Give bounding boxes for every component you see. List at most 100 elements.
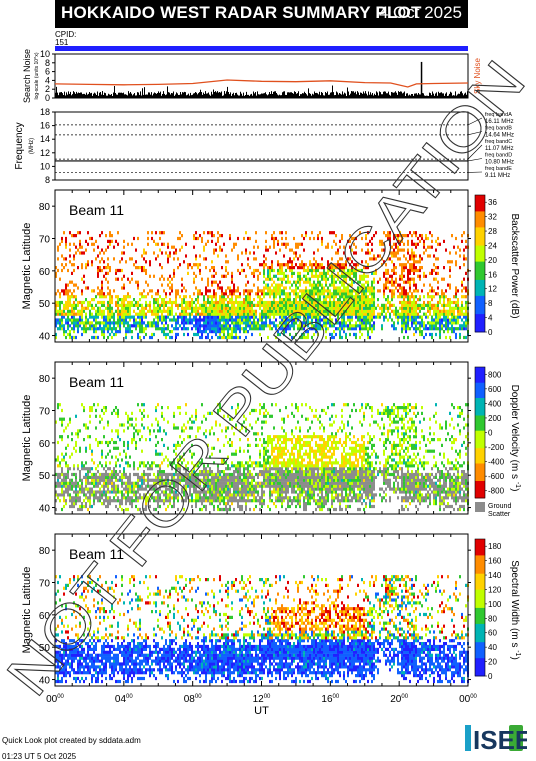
scatter-cell [277, 312, 279, 316]
scatter-cell [261, 263, 263, 267]
scatter-cell [263, 315, 265, 319]
scatter-cell [123, 295, 125, 299]
scatter-cell [291, 268, 293, 273]
scatter-cell [311, 286, 313, 290]
scatter-cell [369, 318, 371, 322]
scatter-cell [393, 251, 395, 255]
scatter-cell [411, 306, 413, 310]
scatter-cell [361, 260, 363, 264]
scatter-cell [167, 242, 169, 246]
scatter-cell [157, 490, 159, 494]
scatter-cell [329, 312, 331, 316]
scatter-cell [141, 472, 143, 477]
scatter-cell [107, 324, 109, 328]
scatter-cell [111, 490, 113, 494]
scatter-cell [143, 312, 145, 316]
scatter-cell [223, 327, 225, 331]
scatter-cell [449, 312, 451, 316]
scatter-cell [161, 475, 163, 479]
scatter-cell [439, 295, 441, 299]
scatter-cell [153, 481, 155, 485]
scatter-cell [261, 303, 263, 307]
scatter-cell [371, 292, 373, 296]
scatter-cell [429, 324, 431, 328]
scatter-cell [127, 443, 129, 447]
scatter-cell [127, 306, 129, 310]
scatter-cell [419, 295, 421, 299]
scatter-cell [103, 324, 105, 328]
scatter-cell [121, 306, 123, 310]
scatter-cell [177, 266, 179, 270]
scatter-cell [311, 303, 313, 307]
scatter-cell [329, 324, 331, 328]
scatter-cell [81, 289, 83, 293]
scatter-cell [227, 312, 229, 316]
scatter-cell [315, 260, 317, 264]
scatter-cell [97, 266, 99, 270]
frequency-band-value: 16.11 MHz [485, 119, 514, 125]
scatter-cell [145, 295, 147, 299]
scatter-cell [93, 481, 95, 485]
scatter-cell [125, 481, 127, 485]
scatter-cell [161, 414, 163, 418]
scatter-cell [419, 321, 421, 325]
scatter-cell [181, 461, 183, 465]
scatter-cell [165, 481, 167, 485]
scatter-cell [173, 493, 175, 497]
scatter-cell [251, 306, 253, 310]
scatter-cell [73, 300, 75, 305]
scatter-cell [57, 309, 59, 313]
scatter-cell [465, 257, 467, 261]
scatter-cell [131, 271, 133, 275]
scatter-cell [69, 335, 71, 340]
scatter-cell [447, 315, 449, 319]
scatter-cell [207, 312, 209, 316]
scatter-cell [465, 309, 467, 313]
scatter-cell [257, 245, 259, 249]
scatter-cell [221, 300, 223, 305]
scatter-cell [135, 318, 137, 322]
scatter-cell [75, 502, 77, 506]
scatter-cell [221, 248, 223, 252]
scatter-cell [171, 475, 173, 479]
frequency-frame [54, 111, 469, 181]
scatter-cell [205, 335, 207, 340]
scatter-cell [447, 330, 449, 334]
scatter-cell [337, 312, 339, 316]
scatter-cell [193, 277, 195, 281]
scatter-cell [311, 321, 313, 325]
scatter-cell [63, 493, 65, 497]
scatter-cell [127, 324, 129, 328]
scatter-cell [83, 464, 85, 468]
scatter-cell [179, 231, 181, 235]
scatter-cell [59, 464, 61, 468]
scatter-cell [449, 251, 451, 255]
scatter-cell [221, 306, 223, 310]
colorbar-step [475, 311, 485, 315]
scatter-cell [123, 470, 125, 474]
scatter-cell [333, 330, 335, 334]
scatter-cell [159, 481, 161, 485]
scatter-cell [95, 309, 97, 313]
scatter-cell [173, 481, 175, 485]
scatter-cell [153, 312, 155, 316]
scatter-cell [433, 306, 435, 310]
scatter-cell [359, 335, 361, 340]
scatter-cell [229, 318, 231, 322]
scatter-cell [415, 286, 417, 290]
scatter-cell [375, 271, 377, 275]
scatter-cell [329, 315, 331, 319]
scatter-cell [413, 254, 415, 258]
scatter-cell [429, 332, 431, 337]
scatter-cell [361, 286, 363, 290]
scatter-cell [137, 467, 139, 471]
scatter-cell [197, 263, 199, 267]
scatter-cell [421, 332, 423, 337]
scatter-cell [353, 280, 355, 284]
scatter-cell [337, 251, 339, 255]
scatter-cell [343, 318, 345, 322]
scatter-cell [361, 277, 363, 281]
scatter-cell [195, 274, 197, 278]
scatter-cell [429, 327, 431, 331]
